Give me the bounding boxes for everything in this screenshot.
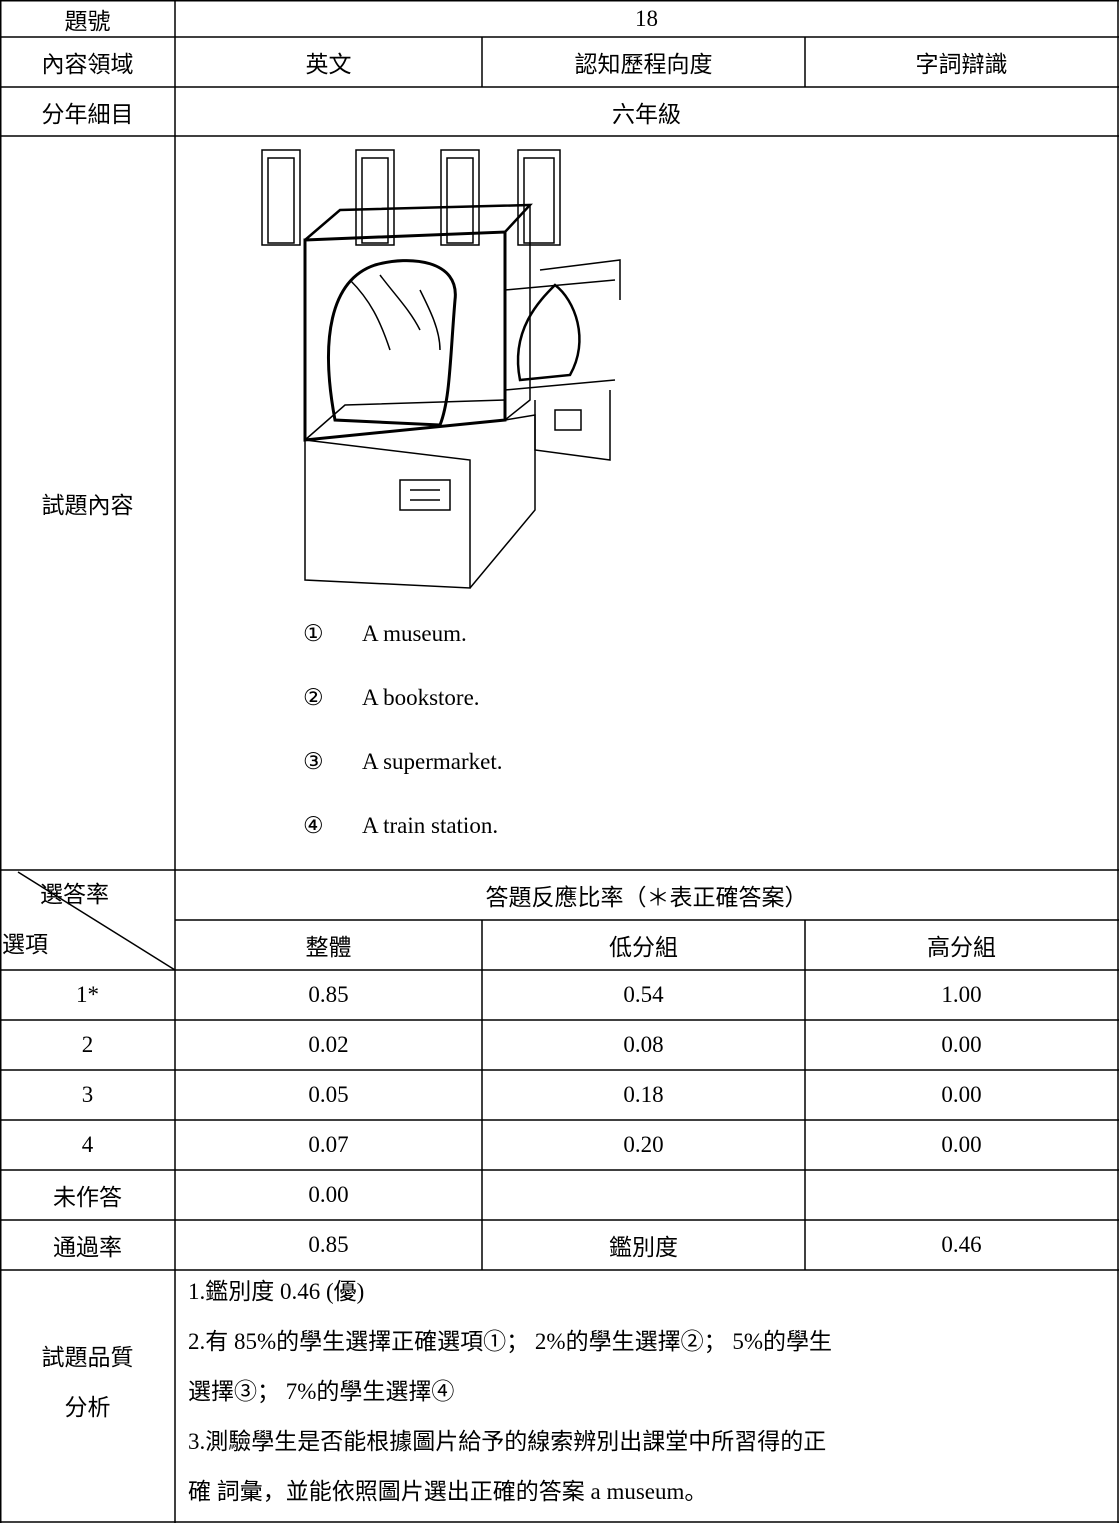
cell-value: 0.00 (941, 1132, 982, 1157)
corner-label: 選項 (2, 932, 48, 957)
cell-value: 英文 (305, 52, 352, 77)
cell-value: 0.00 (941, 1032, 982, 1057)
analysis-line: 2.有 85%的學生選擇正確選項①； 2%的學生選擇②； 5%的學生 (188, 1329, 832, 1354)
cell-value: 0.46 (941, 1232, 982, 1257)
option-text: A supermarket. (362, 749, 503, 774)
option-text: A museum. (362, 621, 467, 646)
cell-label: 鑑別度 (609, 1235, 678, 1260)
corner-diagonal (17, 871, 176, 971)
row-label: 分析 (64, 1395, 111, 1420)
analysis-line: 確 詞彙，並能依照圖片選出正確的答案 a museum。 (188, 1479, 708, 1504)
row-label: 內容領域 (41, 52, 134, 77)
section-title: 答題反應比率（＊表正確答案） (485, 885, 808, 910)
cell-value: 字詞辯識 (915, 52, 1008, 77)
corner-label: 選答率 (40, 882, 109, 907)
cell-label: 認知歷程向度 (574, 52, 713, 77)
row-label: 通過率 (53, 1235, 122, 1260)
cell-value: 0.54 (623, 982, 664, 1007)
row-label: 未作答 (53, 1185, 122, 1210)
row-label: 試題品質 (41, 1345, 134, 1370)
museum-sketch (261, 149, 621, 589)
row-label: 3 (81, 1082, 94, 1107)
column-header: 整體 (305, 935, 352, 960)
cell-value: 18 (635, 5, 658, 31)
analysis-line: 1.鑑別度 0.46 (優) (188, 1279, 365, 1304)
option-marker: ② (303, 685, 324, 710)
cell-value: 0.18 (623, 1082, 664, 1107)
cell-value: 0.02 (308, 1032, 349, 1057)
column-header: 低分組 (609, 935, 678, 960)
cell-value: 六年級 (612, 101, 681, 127)
option-marker: ③ (303, 749, 324, 774)
cell-value: 1.00 (941, 982, 982, 1007)
cell-value: 0.07 (308, 1132, 349, 1157)
option-text: A train station. (362, 813, 499, 838)
analysis-line: 3.測驗學生是否能根據圖片給予的線索辨別出課堂中所習得的正 (188, 1429, 827, 1454)
row-label: 題號 (64, 8, 111, 34)
column-header: 高分組 (927, 935, 996, 960)
cell-value: 0.08 (623, 1032, 664, 1057)
row-label: 4 (81, 1132, 94, 1157)
row-label: 1* (76, 982, 99, 1007)
row-label: 2 (81, 1032, 94, 1057)
option-marker: ④ (303, 813, 324, 838)
row-label: 分年細目 (41, 101, 134, 127)
cell-value: 0.85 (308, 1232, 349, 1257)
option-text: A bookstore. (362, 685, 480, 710)
cell-value: 0.85 (308, 982, 349, 1007)
cell-value: 0.00 (941, 1082, 982, 1107)
option-marker: ① (303, 621, 324, 646)
cell-value: 0.20 (623, 1132, 664, 1157)
cell-value: 0.00 (308, 1182, 349, 1207)
analysis-line: 選擇③； 7%的學生選擇④ (188, 1379, 455, 1404)
row-label: 試題內容 (41, 493, 134, 518)
cell-value: 0.05 (308, 1082, 349, 1107)
